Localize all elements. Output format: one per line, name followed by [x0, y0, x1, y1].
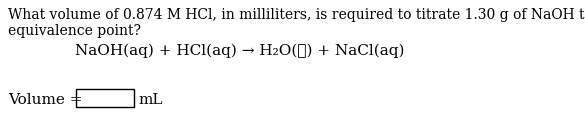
- Text: Volume =: Volume =: [8, 93, 82, 107]
- Text: equivalence point?: equivalence point?: [8, 24, 141, 38]
- Bar: [76, 89, 134, 107]
- Text: What volume of 0.874 M HCl, in milliliters, is required to titrate 1.30 g of NaO: What volume of 0.874 M HCl, in millilite…: [8, 8, 585, 22]
- Text: mL: mL: [138, 93, 163, 107]
- Text: NaOH(aq) + HCl(aq) → H₂O(ℓ) + NaCl(aq): NaOH(aq) + HCl(aq) → H₂O(ℓ) + NaCl(aq): [75, 44, 404, 58]
